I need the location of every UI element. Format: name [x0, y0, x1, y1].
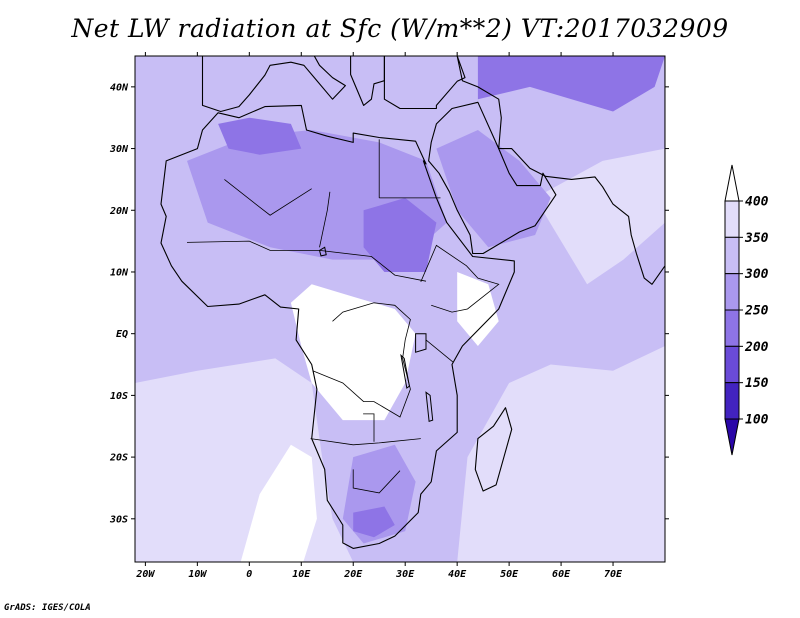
lon-tick-label: 10W — [188, 569, 207, 580]
lon-tick-label: 50E — [500, 569, 519, 580]
colorbar-segment — [724, 200, 740, 238]
colorbar-label: 150 — [745, 376, 769, 391]
border-algeria-south — [224, 179, 312, 216]
coastline-madagascar — [474, 407, 513, 492]
border-sahel — [186, 240, 427, 282]
lon-tick-label: 0 — [246, 569, 252, 580]
lon-tick-label: 20W — [135, 569, 155, 580]
radiation-field — [135, 56, 665, 562]
coastline-arabia — [428, 101, 557, 255]
lon-tick-label: 10E — [292, 569, 311, 580]
lat-tick-label: 40N — [110, 82, 129, 93]
colorbar-label: 200 — [744, 340, 769, 355]
lon-tick-label: 30E — [395, 569, 415, 580]
latitude-ticks: 40N 30N 20N 10N EQ 10S 20S 30S — [109, 82, 669, 525]
border-angola-zambia — [363, 413, 375, 442]
field-patch-central-africa-clear — [290, 284, 416, 421]
border-chad-niger — [319, 191, 331, 248]
lat-tick-label: 20S — [109, 453, 128, 464]
map-title: Net LW radiation at Sfc (W/m**2) VT:2017… — [71, 14, 729, 43]
lon-tick-label: 20E — [343, 569, 363, 580]
field-contours — [135, 56, 665, 562]
colorbar-segment — [724, 345, 740, 384]
field-patch-horn-clear — [457, 272, 499, 346]
colorbar-segment — [724, 382, 740, 420]
field-patch-iran-dark — [477, 56, 665, 112]
field-patch-arabian-sea-light — [535, 148, 665, 285]
field-patch-atlas-dark — [218, 117, 302, 155]
colorbar-label: 250 — [744, 304, 769, 319]
lat-tick-label: 30S — [109, 514, 128, 525]
map-frame — [134, 55, 666, 563]
colorbar-segment — [724, 309, 740, 347]
border-southern — [310, 438, 421, 446]
lat-tick-label: 10S — [110, 391, 128, 402]
colorbar-label: 350 — [744, 231, 769, 246]
coastline-europe-anatolia — [383, 56, 466, 110]
colorbar-segment — [724, 273, 740, 311]
colorbar-segment — [724, 236, 740, 275]
lon-tick-label: 60E — [552, 569, 571, 580]
lake-malawi — [425, 391, 434, 422]
border-ethiopia — [420, 244, 500, 313]
lat-tick-label: 20N — [109, 206, 129, 217]
longitude-ticks: 20W 10W 0 10E 20E 30E 40E 50E 60E 70E — [135, 52, 623, 580]
border-kenya-tanzania — [425, 339, 454, 363]
colorbar-top-triangle — [724, 164, 740, 202]
lon-tick-label: 70E — [604, 569, 623, 580]
lake-victoria — [415, 333, 427, 353]
lat-tick-label: 30N — [109, 144, 129, 155]
lake-chad — [318, 246, 327, 257]
colorbar-label: 100 — [745, 413, 769, 428]
field-patch-sudan-dark — [363, 197, 437, 272]
colorbar-label: 400 — [745, 195, 769, 210]
colorbar-label: 300 — [744, 267, 769, 282]
border-botswana — [352, 469, 401, 494]
coastline-iran-asia — [456, 56, 665, 285]
grads-credit: GrADS: IGES/COLA — [4, 603, 91, 613]
field-patch-karoo-dark — [353, 506, 395, 538]
colorbar-bottom-triangle — [724, 418, 740, 456]
coastline-greece — [350, 56, 385, 106]
field-patch-arabia-mid — [436, 130, 551, 248]
lat-tick-label: EQ — [116, 329, 128, 340]
lat-tick-label: 10N — [110, 267, 129, 278]
border-drc — [312, 302, 411, 418]
field-patch-indian-ocean-light — [457, 346, 665, 562]
coastline-iberia-italy — [201, 56, 346, 113]
field-patch-south-atlantic-clear — [240, 444, 317, 562]
colorbar: 100 150 200 250 300 350 400 — [724, 164, 769, 456]
lon-tick-label: 40E — [448, 569, 467, 580]
coastlines — [160, 56, 665, 549]
coastline-africa — [160, 104, 515, 549]
